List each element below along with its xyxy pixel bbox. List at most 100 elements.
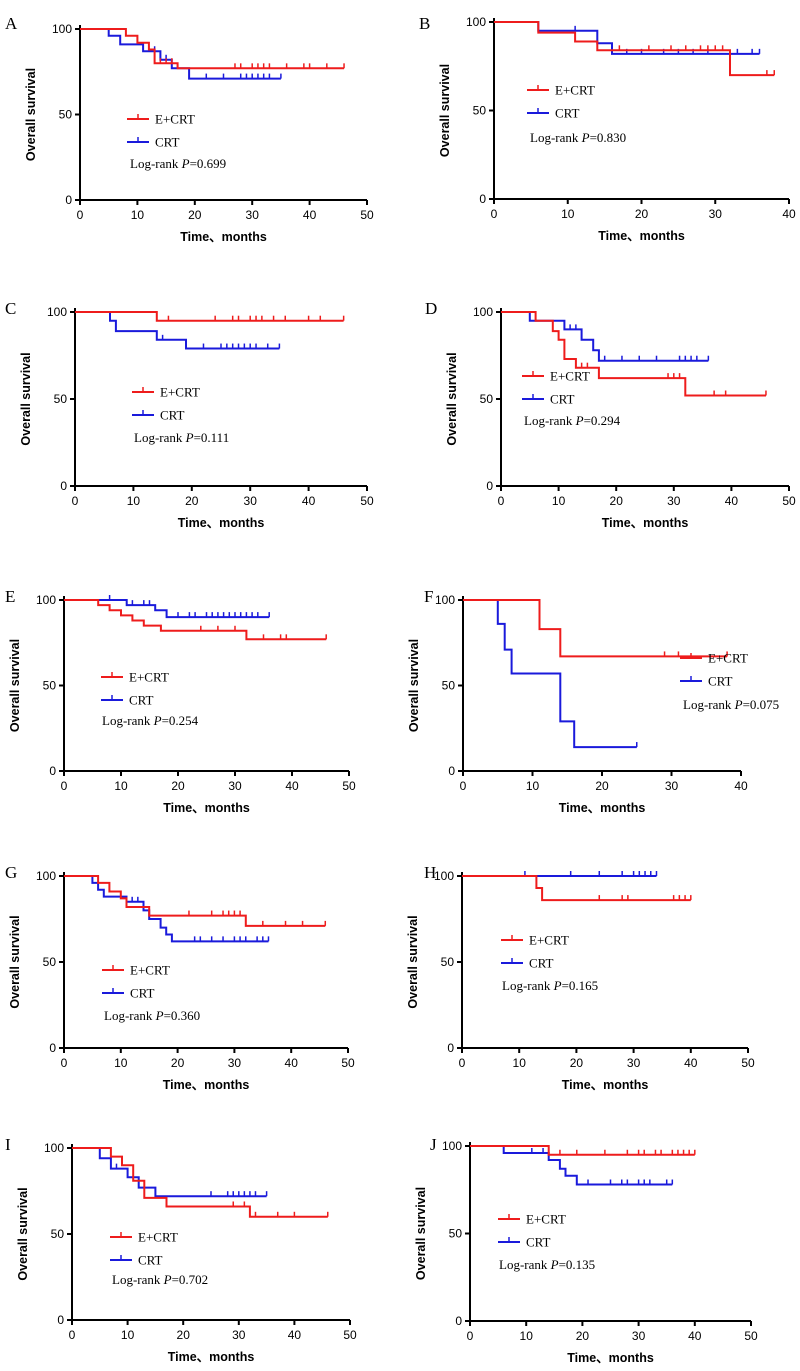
y-tick-label: 50 bbox=[51, 1227, 65, 1241]
y-tick-label: 50 bbox=[54, 392, 68, 406]
y-axis-title: Overall survival bbox=[8, 915, 22, 1008]
x-tick-label: 40 bbox=[725, 494, 739, 508]
km-curve-crt bbox=[72, 1147, 267, 1198]
y-tick-label: 0 bbox=[49, 764, 56, 778]
y-tick-label: 0 bbox=[486, 479, 493, 493]
x-tick-label: 0 bbox=[77, 208, 84, 222]
km-curve-crt bbox=[80, 28, 281, 80]
x-tick-label: 0 bbox=[69, 1328, 76, 1342]
x-tick-label: 0 bbox=[491, 207, 498, 221]
pvalue-symbol: P bbox=[153, 713, 162, 728]
x-axis-title: Time、months bbox=[567, 1351, 654, 1365]
x-tick-label: 50 bbox=[360, 208, 374, 222]
x-tick-label: 30 bbox=[667, 494, 681, 508]
x-tick-label: 30 bbox=[632, 1329, 646, 1343]
y-axis-title: Overall survival bbox=[406, 915, 420, 1008]
legend-label-crt: CRT bbox=[155, 135, 180, 150]
x-tick-label: 30 bbox=[244, 494, 258, 508]
km-curve-crt bbox=[75, 311, 280, 350]
panel-letter: E bbox=[5, 587, 15, 606]
log-rank-pvalue: Log-rank P=0.111 bbox=[134, 430, 229, 445]
y-tick-label: 100 bbox=[434, 869, 454, 883]
survival-panel-e: E 0 10 20 30 40 50 0 50 100 Time、months Overall sur… bbox=[5, 587, 356, 815]
pvalue-prefix: Log-rank bbox=[502, 978, 554, 993]
km-curve-ecrt bbox=[501, 311, 766, 397]
log-rank-pvalue: Log-rank P=0.294 bbox=[524, 413, 621, 428]
x-tick-label: 20 bbox=[171, 779, 185, 793]
km-curve-crt bbox=[470, 1145, 673, 1186]
y-tick-label: 50 bbox=[59, 108, 73, 122]
y-tick-label: 0 bbox=[60, 479, 67, 493]
km-curve-crt bbox=[64, 875, 269, 943]
y-axis-title: Overall survival bbox=[24, 68, 38, 161]
pvalue-symbol: P bbox=[575, 413, 584, 428]
km-curve-ecrt bbox=[80, 28, 344, 70]
y-tick-label: 0 bbox=[447, 1041, 454, 1055]
y-tick-label: 0 bbox=[49, 1041, 56, 1055]
x-axis-title: Time、months bbox=[168, 1350, 255, 1364]
x-tick-label: 10 bbox=[127, 494, 141, 508]
x-tick-label: 40 bbox=[688, 1329, 702, 1343]
y-tick-label: 50 bbox=[480, 392, 494, 406]
panel-letter: I bbox=[5, 1135, 11, 1154]
x-axis-title: Time、months bbox=[163, 1078, 250, 1092]
pvalue-value: =0.294 bbox=[584, 413, 621, 428]
y-axis-title: Overall survival bbox=[16, 1187, 30, 1280]
y-axis-title: Overall survival bbox=[19, 352, 33, 445]
log-rank-pvalue: Log-rank P=0.360 bbox=[104, 1008, 200, 1023]
x-tick-label: 20 bbox=[635, 207, 649, 221]
y-tick-label: 50 bbox=[43, 679, 57, 693]
pvalue-symbol: P bbox=[734, 697, 743, 712]
legend-label-crt: CRT bbox=[526, 1235, 551, 1250]
survival-panel-g: G 0 10 20 30 40 50 0 50 100 Time、months Overall sur… bbox=[5, 863, 355, 1092]
survival-panel-d: D 0 10 20 30 40 50 0 50 100 Time、months Overall sur… bbox=[425, 299, 796, 530]
x-tick-label: 10 bbox=[561, 207, 575, 221]
y-tick-label: 0 bbox=[448, 764, 455, 778]
legend-label-ecrt: E+CRT bbox=[708, 651, 748, 666]
legend-label-crt: CRT bbox=[130, 986, 155, 1001]
panel-letter: C bbox=[5, 299, 16, 318]
pvalue-symbol: P bbox=[550, 1257, 559, 1272]
panel-letter: F bbox=[424, 587, 433, 606]
y-axis-title: Overall survival bbox=[407, 639, 421, 732]
pvalue-symbol: P bbox=[553, 978, 562, 993]
x-tick-label: 10 bbox=[520, 1329, 534, 1343]
x-tick-label: 20 bbox=[576, 1329, 590, 1343]
panel-letter: G bbox=[5, 863, 17, 882]
x-axis-title: Time、months bbox=[163, 801, 250, 815]
y-tick-label: 50 bbox=[449, 1227, 463, 1241]
x-tick-label: 10 bbox=[526, 779, 540, 793]
y-tick-label: 100 bbox=[36, 869, 56, 883]
x-tick-label: 40 bbox=[288, 1328, 302, 1342]
survival-panel-j: J 0 10 20 30 40 50 0 50 100 Time、months Overall sur… bbox=[414, 1135, 758, 1365]
x-tick-label: 50 bbox=[744, 1329, 758, 1343]
x-axis-title: Time、months bbox=[559, 801, 646, 815]
km-curve-ecrt bbox=[72, 1147, 328, 1218]
legend-label-ecrt: E+CRT bbox=[130, 963, 170, 978]
y-tick-label: 0 bbox=[479, 192, 486, 206]
log-rank-pvalue: Log-rank P=0.135 bbox=[499, 1257, 595, 1272]
pvalue-prefix: Log-rank bbox=[530, 130, 582, 145]
pvalue-symbol: P bbox=[581, 130, 590, 145]
pvalue-prefix: Log-rank bbox=[524, 413, 576, 428]
panel-letter: H bbox=[424, 863, 436, 882]
pvalue-prefix: Log-rank bbox=[499, 1257, 551, 1272]
pvalue-value: =0.254 bbox=[162, 713, 199, 728]
y-tick-label: 100 bbox=[473, 305, 493, 319]
legend-label-crt: CRT bbox=[555, 106, 580, 121]
x-tick-label: 40 bbox=[285, 779, 299, 793]
x-tick-label: 20 bbox=[570, 1056, 584, 1070]
km-curve-crt bbox=[463, 599, 637, 749]
y-tick-label: 0 bbox=[57, 1313, 64, 1327]
pvalue-symbol: P bbox=[155, 1008, 164, 1023]
x-tick-label: 0 bbox=[61, 779, 68, 793]
x-tick-label: 30 bbox=[228, 779, 242, 793]
y-axis-title: Overall survival bbox=[445, 352, 459, 445]
legend-label-ecrt: E+CRT bbox=[129, 670, 169, 685]
x-tick-label: 50 bbox=[341, 1056, 355, 1070]
pvalue-value: =0.135 bbox=[559, 1257, 596, 1272]
legend-label-ecrt: E+CRT bbox=[138, 1230, 178, 1245]
x-tick-label: 40 bbox=[303, 208, 317, 222]
x-tick-label: 10 bbox=[552, 494, 566, 508]
pvalue-symbol: P bbox=[185, 430, 194, 445]
